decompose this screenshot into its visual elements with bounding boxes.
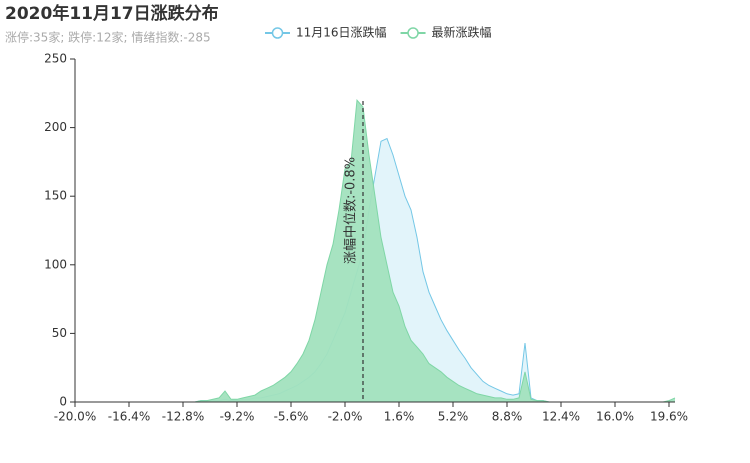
- median-label: 涨幅中位数:-0.8%: [344, 157, 359, 264]
- chart-subtitle: 涨停:35家; 跌停:12家; 情绪指数:-285: [5, 30, 211, 45]
- x-tick-label: -16.4%: [108, 410, 150, 424]
- x-tick-label: 1.6%: [384, 410, 415, 424]
- x-tick-label: -5.6%: [274, 410, 309, 424]
- x-tick-label: -20.0%: [54, 410, 96, 424]
- legend-icon: [271, 27, 284, 39]
- chart-title: 2020年11月17日涨跌分布: [5, 3, 219, 24]
- x-tick-label: 19.6%: [650, 410, 688, 424]
- x-tick-label: 16.0%: [596, 410, 634, 424]
- y-tick-label: 250: [44, 52, 67, 66]
- y-tick-label: 100: [44, 257, 67, 271]
- legend-label: 11月16日涨跌幅: [296, 25, 387, 40]
- y-tick-label: 150: [44, 189, 67, 203]
- legend-label: 最新涨跌幅: [432, 25, 492, 40]
- x-tick-label: 12.4%: [542, 410, 580, 424]
- x-tick-label: -12.8%: [162, 410, 204, 424]
- x-tick-label: 5.2%: [438, 410, 469, 424]
- x-tick-label: -2.0%: [328, 410, 363, 424]
- legend-icon: [407, 27, 419, 39]
- x-tick-label: 8.8%: [492, 410, 523, 424]
- y-tick-label: 50: [52, 326, 67, 340]
- area: [75, 100, 675, 402]
- y-tick-label: 0: [59, 395, 67, 409]
- x-tick-label: -9.2%: [220, 410, 255, 424]
- y-tick-label: 200: [44, 120, 67, 134]
